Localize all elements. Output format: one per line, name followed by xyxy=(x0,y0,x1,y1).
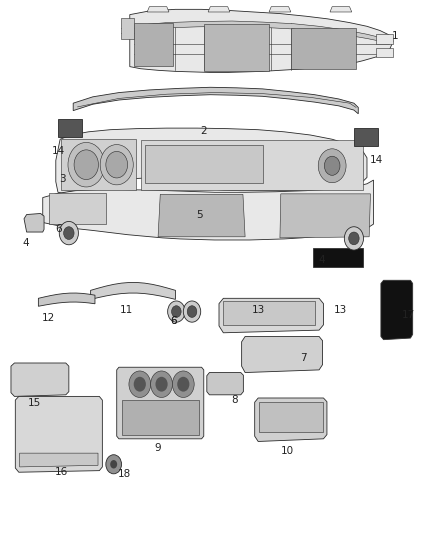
Polygon shape xyxy=(20,453,98,467)
Circle shape xyxy=(173,371,194,398)
Polygon shape xyxy=(58,119,82,136)
Text: 15: 15 xyxy=(28,398,41,408)
Circle shape xyxy=(318,149,346,183)
Polygon shape xyxy=(136,21,380,41)
Circle shape xyxy=(151,371,173,398)
Text: 4: 4 xyxy=(318,255,325,265)
Polygon shape xyxy=(269,7,291,12)
Polygon shape xyxy=(122,400,199,434)
Circle shape xyxy=(68,142,105,187)
Polygon shape xyxy=(219,298,323,333)
Circle shape xyxy=(100,144,133,185)
Polygon shape xyxy=(11,363,69,397)
Text: 6: 6 xyxy=(56,224,62,235)
Circle shape xyxy=(177,377,189,392)
Circle shape xyxy=(106,455,121,474)
Polygon shape xyxy=(204,23,269,71)
Circle shape xyxy=(324,156,340,175)
Text: 16: 16 xyxy=(55,467,68,477)
Circle shape xyxy=(155,377,168,392)
Polygon shape xyxy=(259,402,322,432)
Text: 17: 17 xyxy=(402,310,415,320)
Circle shape xyxy=(349,232,359,245)
Polygon shape xyxy=(147,7,169,12)
Polygon shape xyxy=(130,10,393,72)
Polygon shape xyxy=(242,336,322,373)
Circle shape xyxy=(187,306,197,317)
Polygon shape xyxy=(121,18,134,38)
Polygon shape xyxy=(280,194,371,238)
Polygon shape xyxy=(91,282,176,300)
Polygon shape xyxy=(291,28,356,69)
Polygon shape xyxy=(223,301,315,325)
Polygon shape xyxy=(49,193,106,224)
Circle shape xyxy=(64,227,74,239)
Polygon shape xyxy=(145,144,262,183)
Text: 13: 13 xyxy=(251,305,265,315)
Text: 18: 18 xyxy=(117,470,131,479)
Text: 8: 8 xyxy=(231,395,237,405)
Circle shape xyxy=(172,306,181,317)
Text: 4: 4 xyxy=(22,238,28,248)
Text: 1: 1 xyxy=(392,31,399,41)
Polygon shape xyxy=(61,139,136,190)
Text: 14: 14 xyxy=(370,156,383,165)
Text: 12: 12 xyxy=(42,313,55,324)
Circle shape xyxy=(106,151,127,178)
Text: 3: 3 xyxy=(59,174,66,184)
Circle shape xyxy=(110,460,117,469)
Polygon shape xyxy=(43,180,374,240)
Polygon shape xyxy=(207,373,244,395)
Polygon shape xyxy=(141,140,363,190)
Polygon shape xyxy=(354,127,378,146)
Polygon shape xyxy=(313,248,363,266)
Polygon shape xyxy=(158,195,245,237)
Circle shape xyxy=(344,227,364,250)
Circle shape xyxy=(184,301,201,322)
Polygon shape xyxy=(134,22,173,66)
Text: 6: 6 xyxy=(170,316,177,326)
Polygon shape xyxy=(15,397,102,472)
Text: 5: 5 xyxy=(196,209,203,220)
Polygon shape xyxy=(56,128,367,193)
Text: 2: 2 xyxy=(201,126,207,136)
Circle shape xyxy=(168,301,185,322)
Text: 7: 7 xyxy=(300,353,307,362)
Text: 13: 13 xyxy=(333,305,346,315)
Polygon shape xyxy=(376,34,393,44)
Polygon shape xyxy=(381,280,413,340)
Text: 11: 11 xyxy=(120,305,133,315)
Text: 14: 14 xyxy=(52,146,65,156)
Polygon shape xyxy=(330,7,352,12)
Polygon shape xyxy=(254,398,327,441)
Circle shape xyxy=(74,150,99,180)
Polygon shape xyxy=(376,47,393,57)
Polygon shape xyxy=(208,7,230,12)
Circle shape xyxy=(59,221,78,245)
Circle shape xyxy=(134,377,146,392)
Text: 10: 10 xyxy=(281,446,294,456)
Text: 6: 6 xyxy=(170,316,177,326)
Circle shape xyxy=(129,371,151,398)
Text: 9: 9 xyxy=(154,443,160,453)
Polygon shape xyxy=(73,87,358,114)
Polygon shape xyxy=(117,367,204,439)
Polygon shape xyxy=(39,293,95,306)
Polygon shape xyxy=(24,214,44,232)
